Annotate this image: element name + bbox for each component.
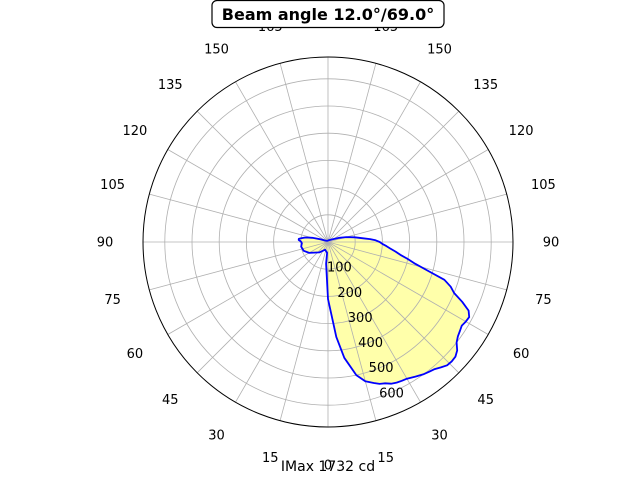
angle-tick-label: 15: [377, 451, 394, 466]
angle-tick-label: 135: [158, 78, 183, 93]
grid-spoke: [167, 149, 329, 243]
chart-title-box: Beam angle 12.0°/69.0°: [211, 0, 445, 29]
angle-tick-label: 150: [427, 42, 452, 57]
grid-spoke: [327, 241, 489, 335]
grid-spoke: [327, 110, 460, 243]
grid-spoke: [149, 241, 329, 291]
polar-grid: [142, 56, 514, 428]
grid-spoke: [327, 241, 460, 374]
grid-spoke: [196, 241, 329, 374]
angle-tick-label: 0: [324, 459, 332, 474]
polar-frame: [142, 56, 514, 428]
radial-tick-label: 400: [358, 336, 383, 351]
grid-spoke: [327, 81, 421, 243]
angle-tick-label: 120: [122, 124, 147, 139]
angle-tick-label: 45: [162, 393, 179, 408]
grid-spoke: [167, 241, 329, 335]
beam-fill-layer: [298, 237, 470, 384]
angle-tick-label: 15: [262, 451, 279, 466]
chart-title: Beam angle 12.0°/69.0°: [222, 5, 434, 24]
radial-tick-label: 100: [327, 261, 352, 276]
grid-spoke: [235, 241, 329, 403]
angle-tick-label: 45: [477, 393, 494, 408]
angle-tick-label: 105: [100, 178, 125, 193]
angle-tick-label: 90: [97, 236, 114, 251]
angle-tick-label: 135: [473, 78, 498, 93]
grid-spoke: [327, 193, 507, 243]
radial-tick-label: 300: [348, 311, 373, 326]
angle-tick-label: 90: [543, 236, 560, 251]
angle-tick-label: 75: [104, 293, 121, 308]
grid-spoke: [279, 241, 329, 421]
angle-tick-label: 105: [531, 178, 556, 193]
beam-curve-layer: [297, 236, 471, 385]
angle-tick-label: 75: [535, 293, 552, 308]
angle-tick-label: 120: [509, 124, 534, 139]
radial-tick-label: 600: [379, 386, 404, 401]
radial-tick-label: 200: [337, 286, 362, 301]
x-axis-label: IMax 1732 cd: [281, 459, 375, 475]
grid-spoke: [196, 110, 329, 243]
grid-spoke: [235, 81, 329, 243]
beam-fill: [298, 237, 470, 384]
angle-tick-label: 150: [204, 42, 229, 57]
angle-tick-label: 30: [431, 429, 448, 444]
grid-spoke: [327, 241, 421, 403]
grid-spoke: [327, 63, 377, 243]
beam-curve: [297, 236, 471, 385]
grid-spoke: [149, 193, 329, 243]
angle-tick-label: 60: [513, 347, 530, 362]
grid-spoke: [327, 241, 377, 421]
grid-spoke: [279, 63, 329, 243]
angle-tick-label: 30: [208, 429, 225, 444]
radial-tick-label: 500: [369, 361, 394, 376]
grid-spoke: [327, 149, 489, 243]
angle-tick-label: 60: [127, 347, 144, 362]
